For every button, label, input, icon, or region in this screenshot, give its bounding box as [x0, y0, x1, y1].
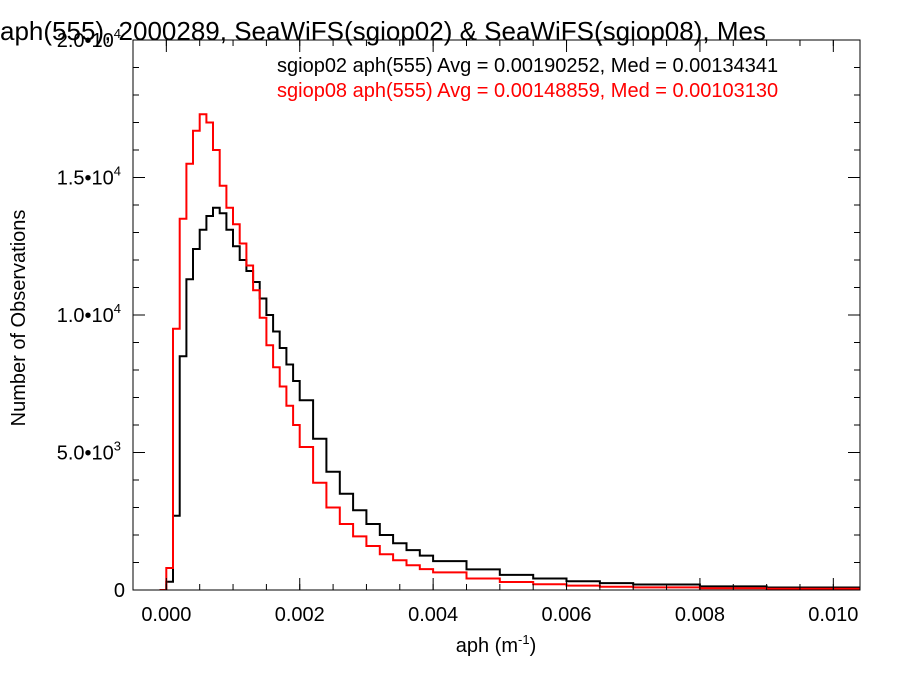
x-tick-label: 0.006 — [542, 604, 592, 626]
y-axis-label: Number of Observations — [8, 210, 30, 427]
x-tick-label: 0.010 — [808, 604, 858, 626]
y-tick-label: 1.0•104 — [57, 301, 121, 327]
y-tick-label: 5.0•103 — [57, 439, 121, 465]
legend-entry-2: sgiop08 aph(555) Avg = 0.00148859, Med =… — [277, 80, 778, 102]
y-tick-label: 2.0•104 — [57, 26, 121, 52]
series-line-1 — [159, 206, 860, 590]
y-tick-label: 0 — [114, 580, 125, 602]
x-axis-label: aph (m-1) — [456, 632, 536, 657]
x-axis-label-exponent: -1 — [518, 632, 530, 647]
x-tick-label: 0.004 — [408, 604, 458, 626]
x-tick-label: 0.000 — [141, 604, 191, 626]
chart-title: aph(555), 2000289, SeaWiFS(sgiop02) & Se… — [0, 16, 766, 46]
legend: sgiop02 aph(555) Avg = 0.00190252, Med =… — [277, 55, 778, 102]
x-tick-label: 0.008 — [675, 604, 725, 626]
series-line-2 — [159, 113, 860, 590]
axes: 0.000 0.002 0.004 0.006 0.008 0.010 0 5.0•103 1.… — [57, 26, 861, 626]
legend-entry-1: sgiop02 aph(555) Avg = 0.00190252, Med =… — [277, 55, 778, 77]
x-tick-label: 0.002 — [275, 604, 325, 626]
x-axis-label-end: ) — [530, 635, 537, 657]
y-tick-label: 1.5•104 — [57, 164, 121, 190]
plot-marks — [159, 113, 860, 590]
